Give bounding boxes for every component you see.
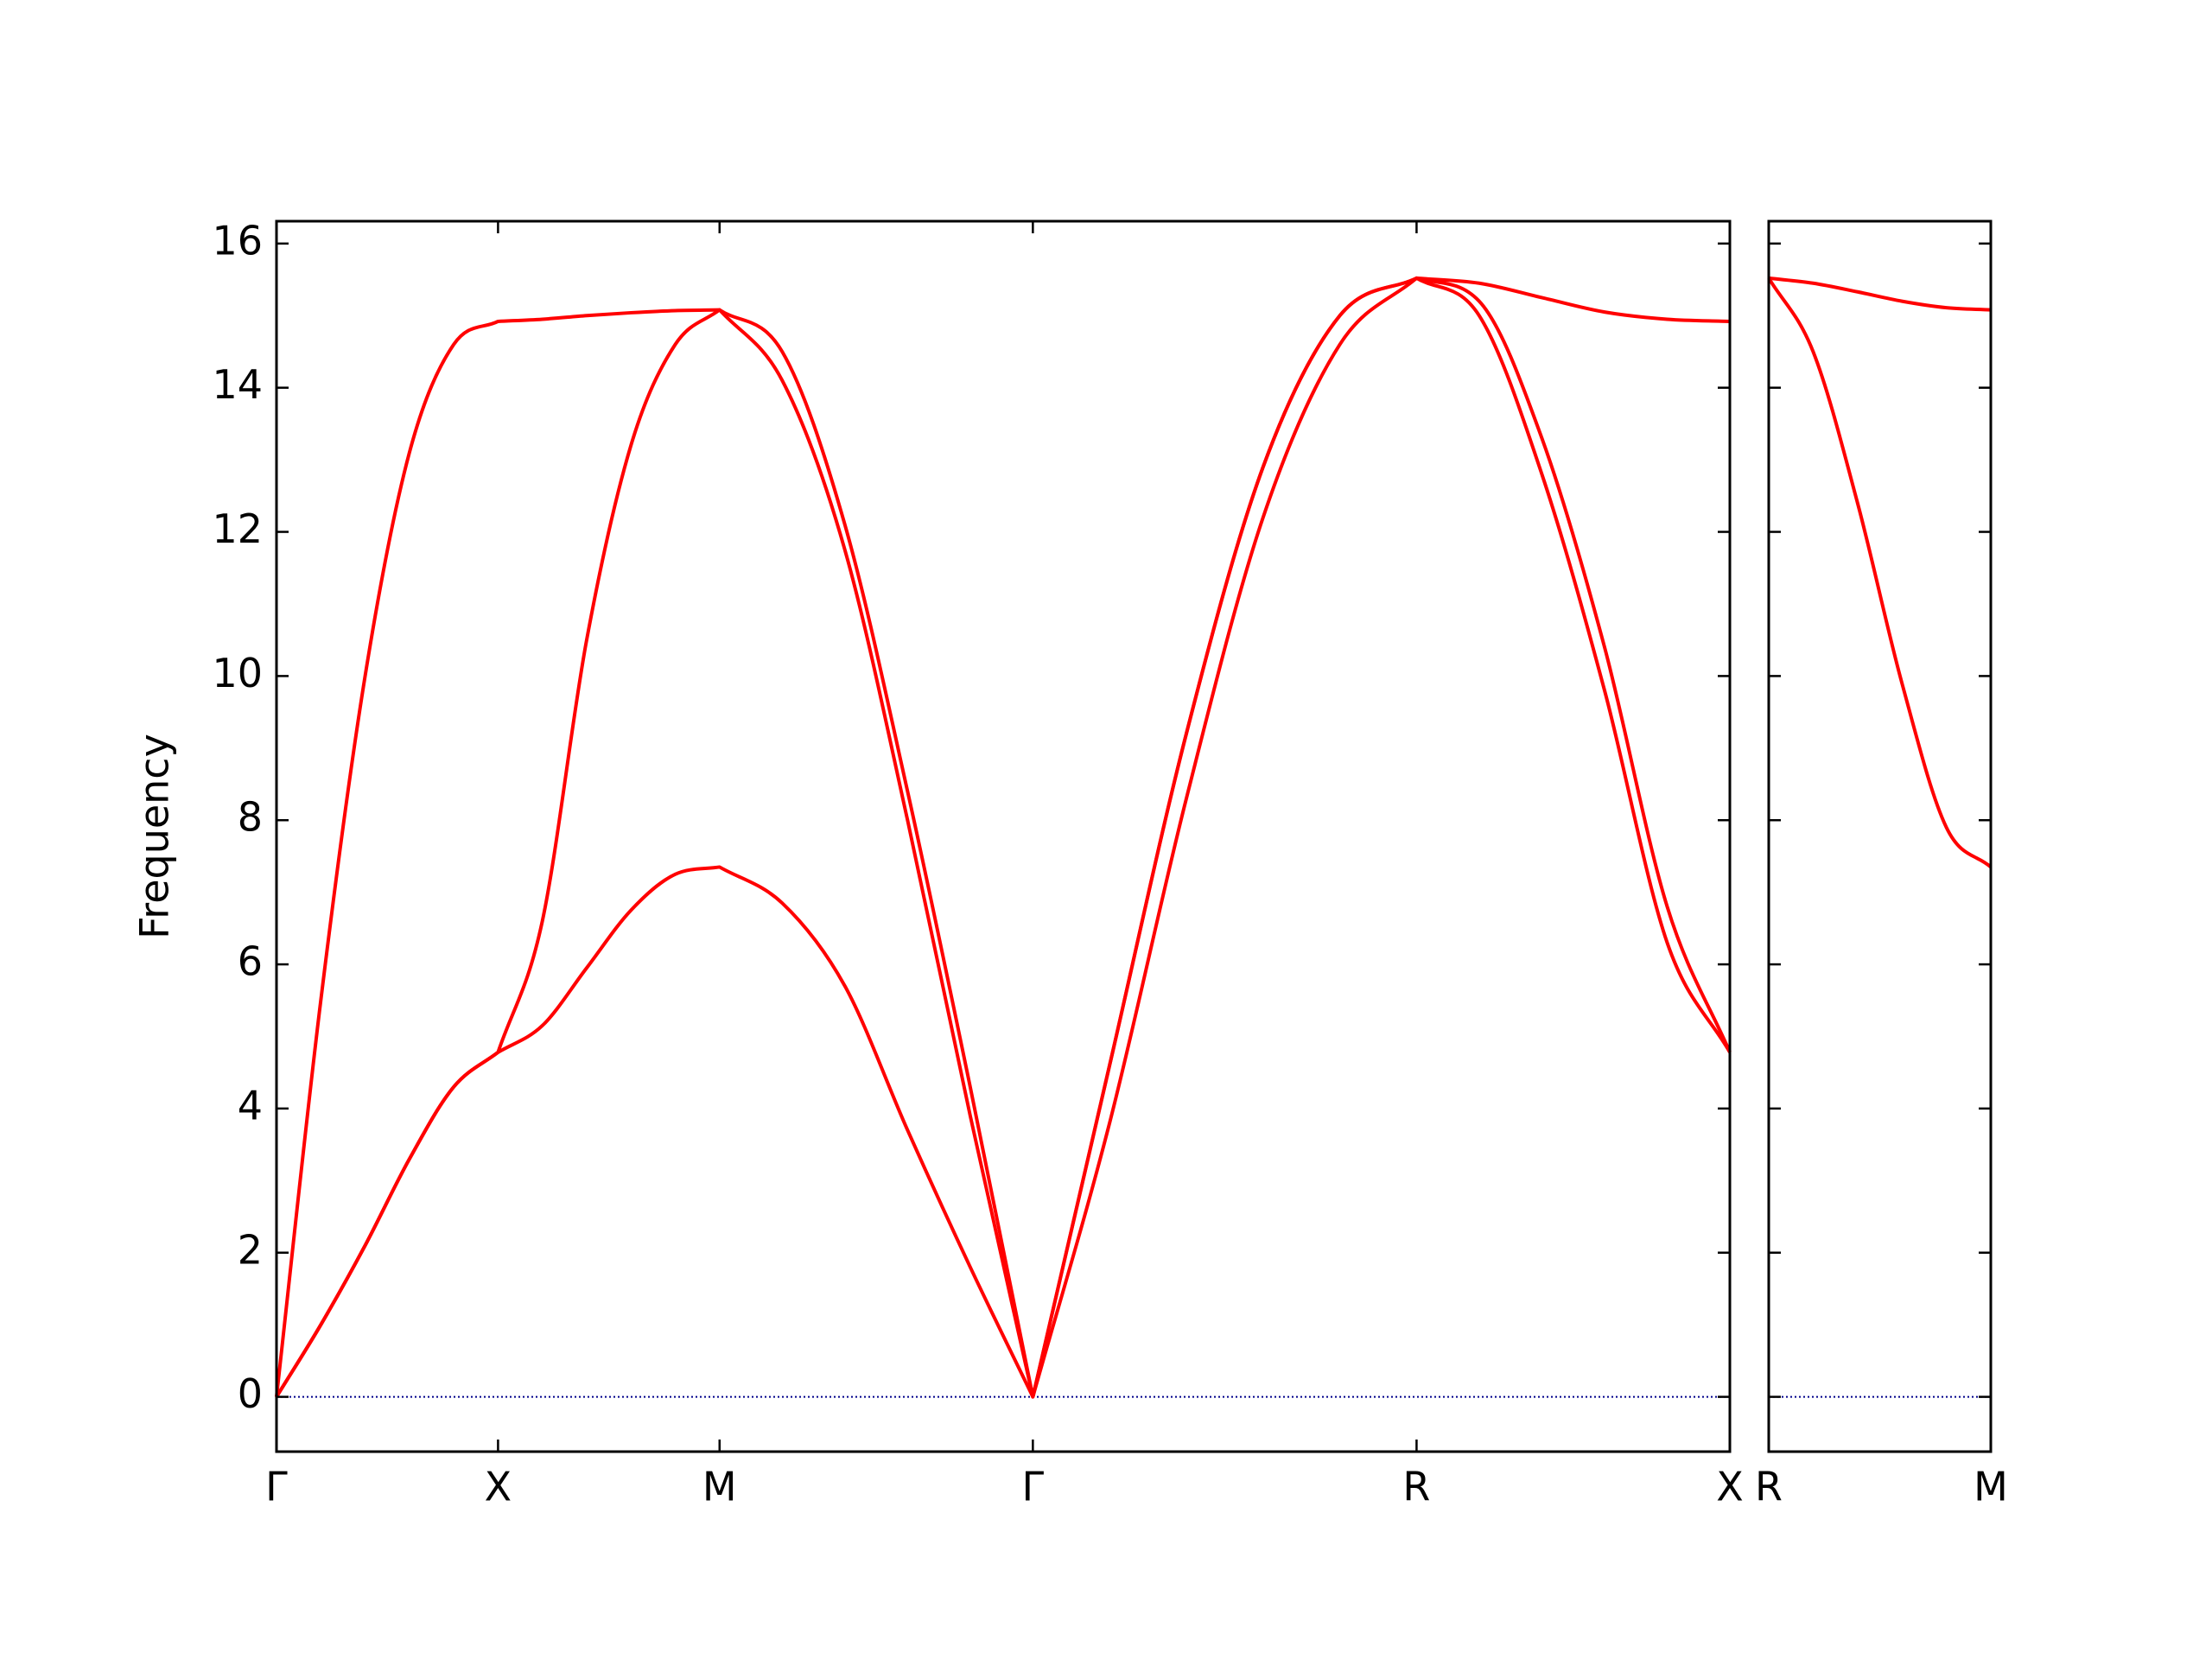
axes-frame: [275, 219, 1732, 1453]
x-tick-label: R: [1755, 1464, 1783, 1510]
band-line: [275, 276, 1732, 1399]
y-tick-label: 12: [212, 505, 263, 552]
y-tick-label: 14: [212, 361, 263, 408]
x-tick-label: X: [485, 1464, 512, 1510]
x-tick-label: R: [1402, 1464, 1430, 1510]
y-tick-label: 8: [238, 794, 263, 841]
band-line: [275, 276, 1731, 1399]
x-tick-label: Γ: [1022, 1464, 1045, 1510]
y-axis-label: Frequency: [131, 734, 178, 939]
x-tick-label: X: [1716, 1464, 1744, 1510]
band-line: [1768, 276, 1992, 312]
x-tick-label: M: [702, 1464, 737, 1510]
band-line: [1767, 276, 1993, 868]
y-tick-label: 0: [238, 1370, 263, 1417]
y-tick-label: 2: [238, 1226, 263, 1273]
y-tick-label: 10: [212, 650, 263, 696]
y-tick-label: 16: [212, 217, 263, 264]
x-tick-label: M: [1974, 1464, 2008, 1510]
y-tick-label: 4: [238, 1082, 263, 1128]
y-tick-label: 6: [238, 938, 263, 985]
x-tick-label: Γ: [265, 1464, 288, 1510]
axes-frame: [1767, 219, 1993, 1453]
